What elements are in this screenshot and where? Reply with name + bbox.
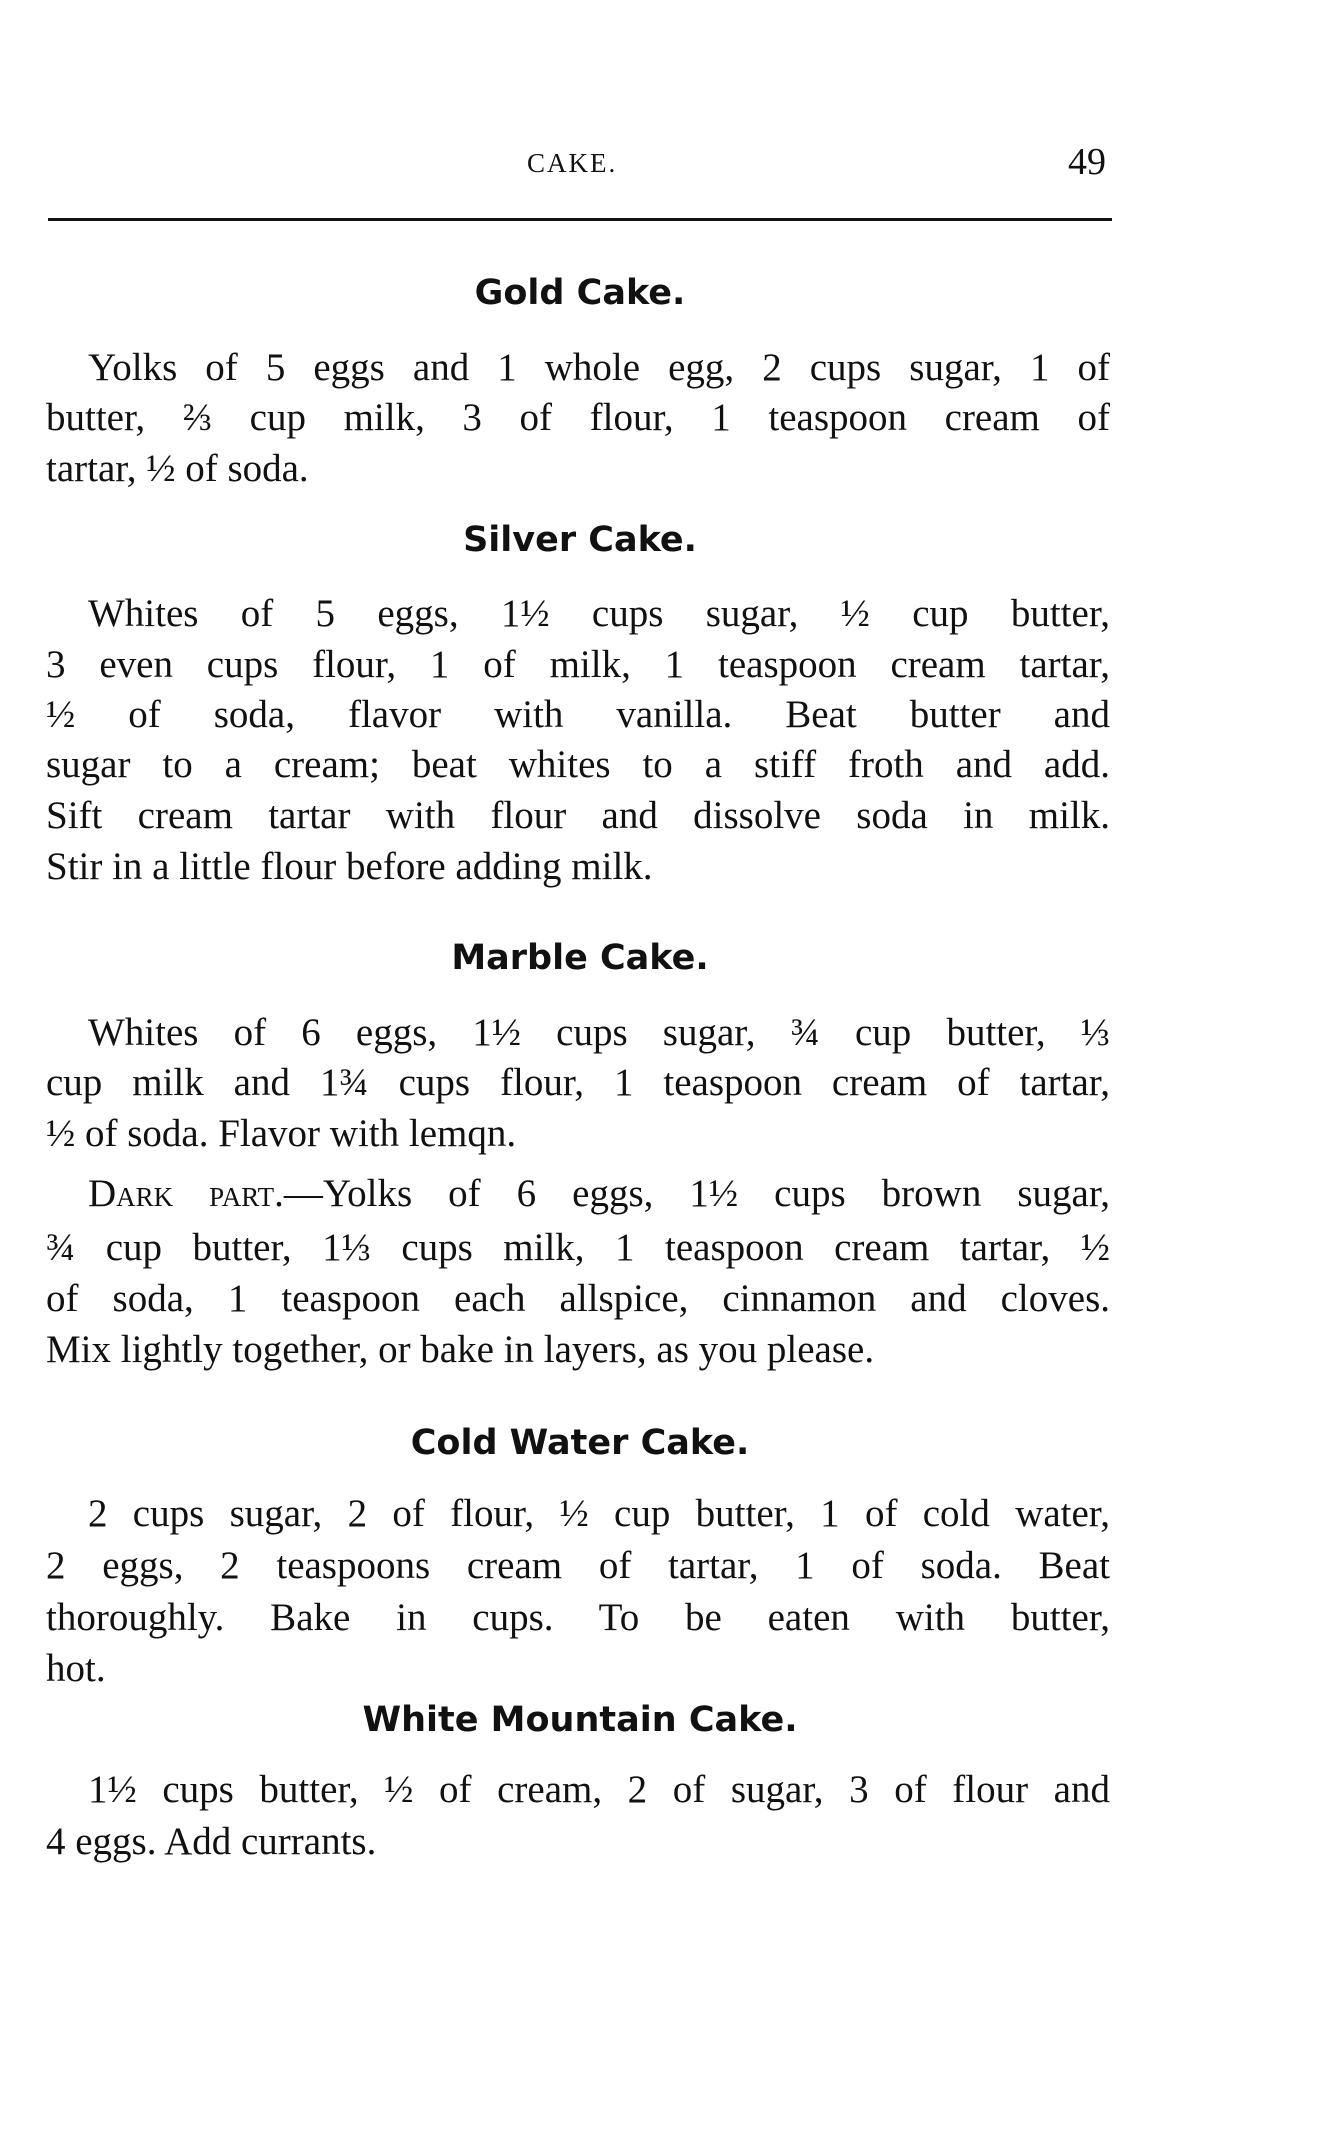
text-line: hot.: [46, 1647, 106, 1690]
header-rule: [48, 218, 1112, 221]
dark-part-line: Mix lightly together, or bake in layers,…: [46, 1328, 875, 1371]
recipe-title: Cold Water Cake.: [410, 1423, 750, 1463]
text-line: Yolks of 5 eggs and 1 whole egg, 2 cups …: [88, 346, 1110, 389]
recipe-title: White Mountain Cake.: [362, 1700, 798, 1740]
running-title: CAKE.: [527, 148, 618, 178]
recipe-title: Gold Cake.: [474, 273, 686, 313]
text-line: 4 eggs. Add currants.: [46, 1820, 377, 1863]
text-line: sugar to a cream; beat whites to a stiff…: [46, 743, 1110, 786]
dark-part-line: of soda, 1 teaspoon each allspice, cinna…: [46, 1277, 1110, 1320]
dark-part-lead: Dark part.: [88, 1172, 284, 1215]
text-line: ½ of soda, flavor with vanilla. Beat but…: [46, 693, 1110, 736]
text-line: thoroughly. Bake in cups. To be eaten wi…: [46, 1596, 1110, 1639]
text-line: cup milk and 1¾ cups flour, 1 teaspoon c…: [46, 1061, 1110, 1104]
text-line: 2 eggs, 2 teaspoons cream of tartar, 1 o…: [46, 1544, 1110, 1587]
text-line: Stir in a little flour before adding mil…: [46, 845, 653, 888]
recipe-title: Silver Cake.: [463, 520, 697, 560]
page-number: 49: [1068, 141, 1106, 183]
text-line: Sift cream tartar with flour and dissolv…: [46, 794, 1110, 837]
text-line: 3 even cups flour, 1 of milk, 1 teaspoon…: [46, 643, 1110, 686]
text-line: Whites of 6 eggs, 1½ cups sugar, ¾ cup b…: [88, 1011, 1110, 1054]
text-line: Whites of 5 eggs, 1½ cups sugar, ½ cup b…: [88, 592, 1110, 635]
text-line: tartar, ½ of soda.: [46, 447, 309, 490]
dark-part-text: —Yolks of 6 eggs, 1½ cups brown sugar,: [283, 1172, 1110, 1215]
dark-part-line: ¾ cup butter, 1⅓ cups milk, 1 teaspoon c…: [46, 1226, 1110, 1269]
text-line: ½ of soda. Flavor with lemqn.: [46, 1112, 517, 1155]
dark-part-line: Dark part.—Yolks of 6 eggs, 1½ cups brow…: [88, 1168, 1110, 1219]
text-line: 1½ cups butter, ½ of cream, 2 of sugar, …: [88, 1768, 1110, 1811]
text-line: butter, ⅔ cup milk, 3 of flour, 1 teaspo…: [46, 396, 1110, 439]
recipe-title: Marble Cake.: [451, 938, 709, 978]
text-line: 2 cups sugar, 2 of flour, ½ cup butter, …: [88, 1492, 1110, 1535]
